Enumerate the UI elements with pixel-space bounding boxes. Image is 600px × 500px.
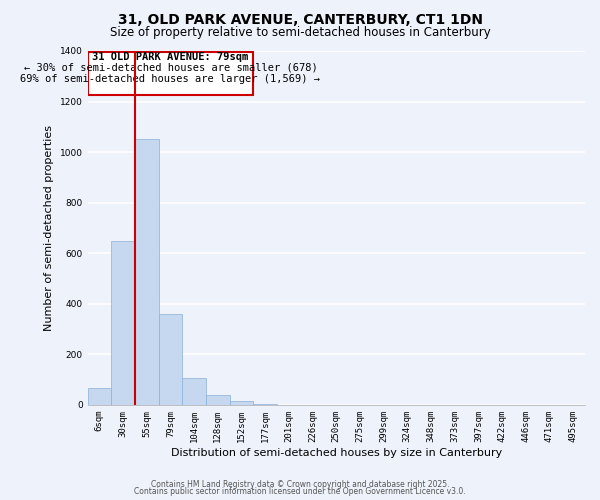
Text: 69% of semi-detached houses are larger (1,569) →: 69% of semi-detached houses are larger (… (20, 74, 320, 84)
Bar (135, 140, 158, 405)
Bar (111, 240, 135, 405)
Bar (206, 394, 230, 405)
Text: 31 OLD PARK AVENUE: 79sqm: 31 OLD PARK AVENUE: 79sqm (92, 52, 248, 62)
Y-axis label: Number of semi-detached properties: Number of semi-detached properties (44, 125, 54, 331)
Text: 31, OLD PARK AVENUE, CANTERBURY, CT1 1DN: 31, OLD PARK AVENUE, CANTERBURY, CT1 1DN (118, 12, 482, 26)
Text: Contains public sector information licensed under the Open Government Licence v3: Contains public sector information licen… (134, 488, 466, 496)
Text: ← 30% of semi-detached houses are smaller (678): ← 30% of semi-detached houses are smalle… (23, 63, 317, 73)
Bar (88, 388, 111, 405)
FancyBboxPatch shape (88, 52, 253, 95)
Bar (253, 404, 277, 405)
Text: Contains HM Land Registry data © Crown copyright and database right 2025.: Contains HM Land Registry data © Crown c… (151, 480, 449, 489)
Text: Size of property relative to semi-detached houses in Canterbury: Size of property relative to semi-detach… (110, 26, 490, 39)
X-axis label: Distribution of semi-detached houses by size in Canterbury: Distribution of semi-detached houses by … (170, 448, 502, 458)
Bar (158, 314, 182, 405)
Bar (182, 378, 206, 405)
Bar (230, 401, 253, 405)
